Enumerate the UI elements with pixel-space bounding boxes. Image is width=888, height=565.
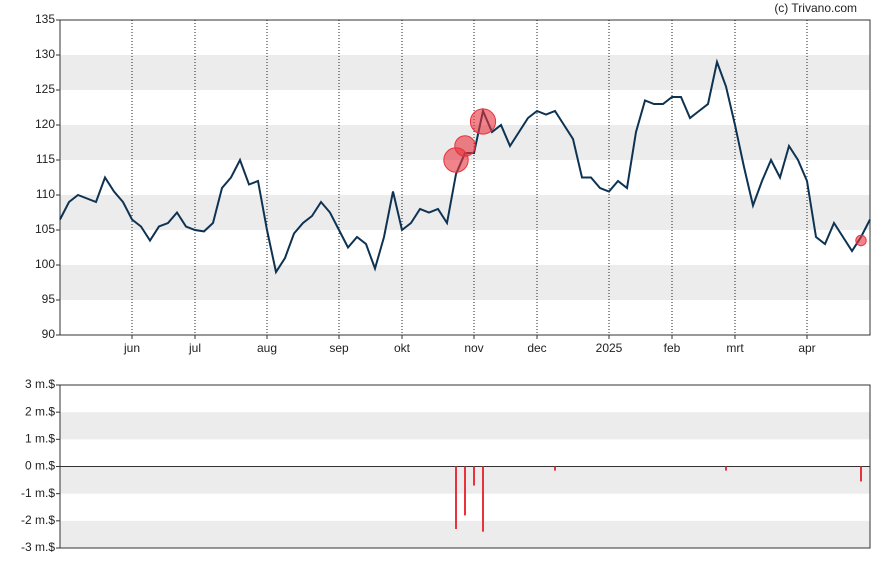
y-tick-label: 100 — [35, 257, 55, 271]
y-tick-label: -1 m.$ — [21, 486, 55, 500]
band — [60, 195, 870, 230]
bar — [725, 466, 727, 471]
y-tick-label: 110 — [36, 187, 55, 201]
y-tick-label: 95 — [42, 292, 56, 306]
bar — [860, 466, 862, 482]
y-tick-label: 135 — [35, 12, 55, 26]
y-tick-label: -3 m.$ — [21, 540, 55, 554]
y-tick-label: 125 — [35, 82, 55, 96]
x-tick-label: aug — [257, 341, 277, 355]
x-tick-label: nov — [464, 341, 483, 355]
bar — [473, 466, 475, 486]
x-tick-label: 2025 — [596, 341, 623, 355]
source: (c) Trivano.com — [774, 1, 857, 15]
trade-marker — [469, 108, 497, 135]
bar — [455, 466, 457, 529]
x-tick-label: jul — [188, 341, 201, 355]
plot-frame — [59, 19, 871, 336]
trade-marker — [454, 135, 476, 157]
y-tick-label: 120 — [35, 117, 55, 131]
y-tick-label: 105 — [35, 222, 55, 236]
trade-marker — [855, 234, 867, 247]
band — [60, 55, 870, 90]
x-tick-label: jun — [123, 341, 140, 355]
band — [60, 412, 870, 440]
y-tick-label: -2 m.$ — [21, 513, 55, 527]
y-tick-label: 115 — [36, 152, 55, 166]
x-tick-label: mrt — [726, 341, 744, 355]
x-tick-label: feb — [664, 341, 681, 355]
y-tick-label: 2 m.$ — [25, 404, 55, 418]
bar — [482, 466, 484, 532]
y-tick-label: 3 m.$ — [25, 377, 55, 391]
x-tick-label: okt — [394, 341, 411, 355]
x-tick-label: apr — [798, 341, 815, 355]
x-tick-label: dec — [527, 341, 546, 355]
bar — [464, 466, 466, 516]
x-tick-label: sep — [329, 341, 349, 355]
y-tick-label: 90 — [42, 327, 56, 341]
band — [60, 520, 870, 548]
y-tick-label: 130 — [35, 47, 55, 61]
band — [60, 265, 870, 300]
bar — [554, 466, 556, 471]
y-tick-label: 0 m.$ — [25, 459, 55, 473]
y-tick-label: 1 m.$ — [25, 432, 55, 446]
